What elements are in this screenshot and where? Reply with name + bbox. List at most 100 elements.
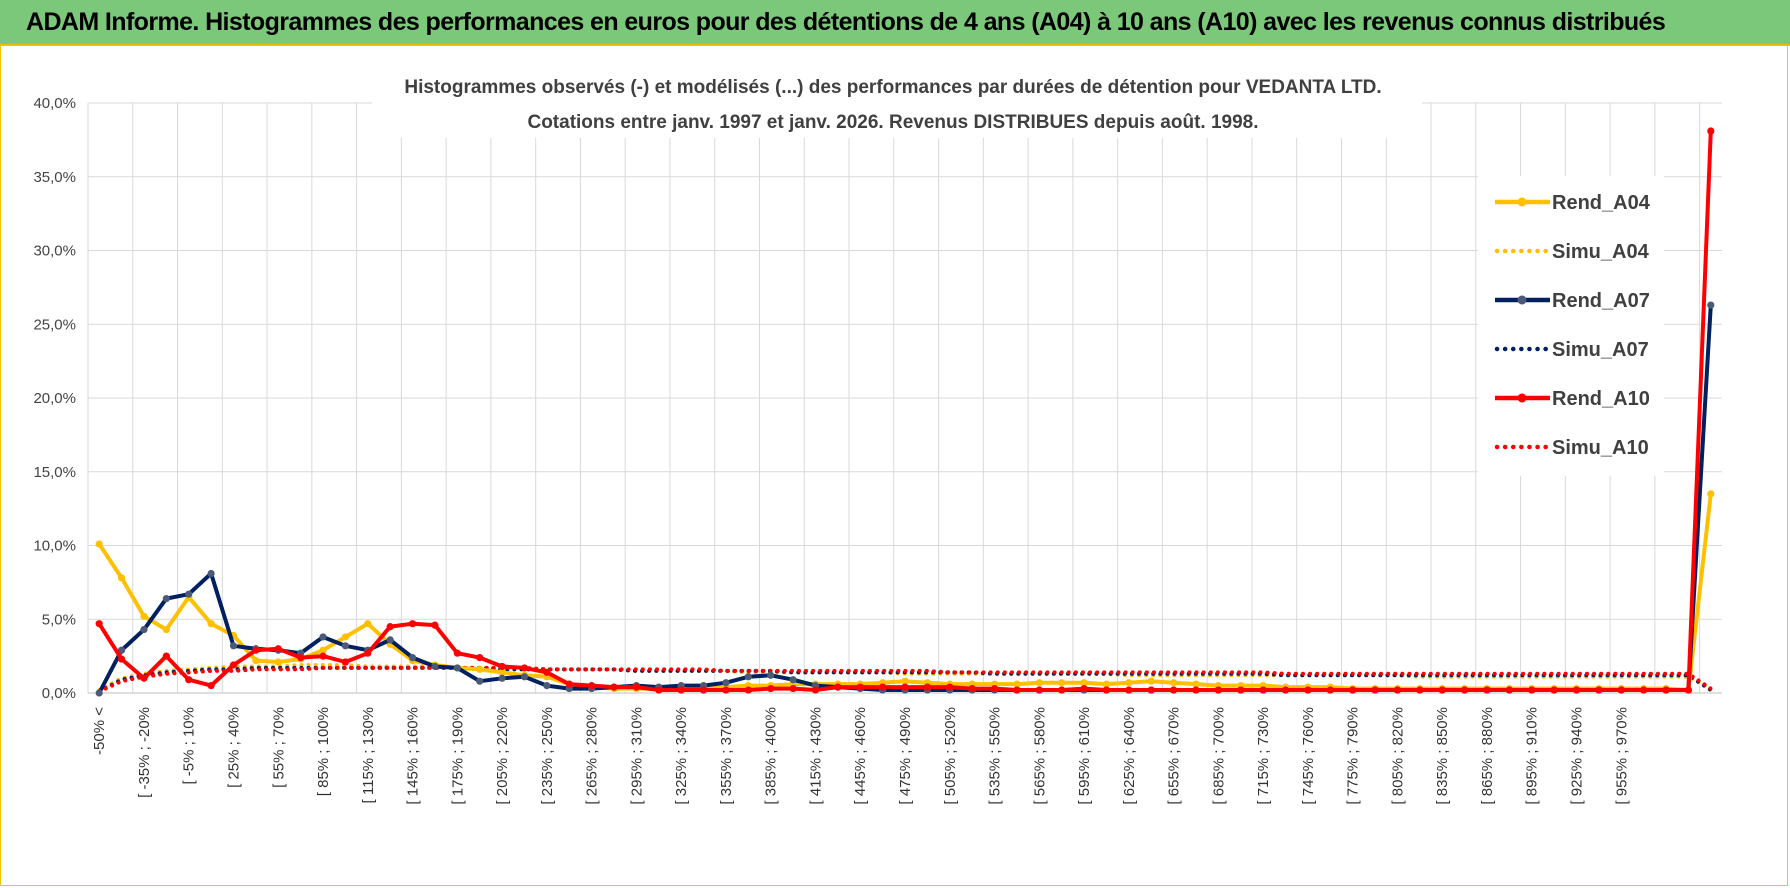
- data-point: [1170, 679, 1178, 687]
- data-point: [789, 676, 797, 684]
- data-point: [476, 654, 484, 662]
- data-point: [341, 642, 350, 650]
- data-point: [677, 686, 685, 694]
- chart-title: Histogrammes observés (-) et modélisés (…: [404, 77, 1381, 98]
- x-tick-label: [ 415% ; 430%: [807, 707, 824, 805]
- x-tick-label: [ 835% ; 850%: [1434, 707, 1451, 805]
- data-point: [1505, 686, 1513, 694]
- data-point: [1662, 686, 1670, 694]
- x-tick-label: [ 355% ; 370%: [718, 707, 735, 805]
- data-point: [162, 625, 170, 634]
- legend-item: Rend_A07: [1495, 290, 1650, 312]
- data-point: [968, 684, 976, 693]
- data-point: [632, 683, 640, 691]
- y-tick-label: 40,0%: [33, 95, 76, 112]
- data-point: [610, 683, 618, 691]
- data-point: [319, 646, 327, 654]
- x-tick-label: [ 925% ; 940%: [1569, 707, 1586, 805]
- x-tick-label: [ 865% ; 880%: [1479, 707, 1496, 805]
- data-point: [229, 661, 238, 669]
- data-point: [185, 590, 193, 598]
- data-point: [520, 673, 529, 681]
- data-point: [1528, 686, 1536, 694]
- chart-subtitle: Cotations entre janv. 1997 et janv. 2026…: [527, 112, 1258, 133]
- data-point: [274, 645, 282, 653]
- data-point: [207, 682, 215, 690]
- data-point: [879, 683, 887, 691]
- data-point: [1102, 686, 1111, 694]
- data-point: [1102, 680, 1111, 688]
- data-point: [1013, 680, 1021, 688]
- x-tick-label: [ 385% ; 400%: [763, 707, 780, 805]
- x-tick-label: [ 205% ; 220%: [494, 707, 511, 805]
- data-point: [1147, 686, 1155, 694]
- data-point: [834, 683, 842, 691]
- x-tick-label: [ 955% ; 970%: [1613, 707, 1630, 805]
- data-point: [1080, 684, 1088, 693]
- data-point: [140, 674, 148, 682]
- data-point: [588, 682, 596, 690]
- data-point: [453, 664, 461, 672]
- series-rend-a10: [95, 127, 1715, 694]
- y-axis: 0,0% 5,0% 10,0% 15,0% 20,0% 25,0% 30,0% 35,0% 40…: [33, 95, 76, 702]
- data-point: [319, 652, 327, 660]
- data-point: [364, 649, 372, 657]
- data-point: [117, 655, 126, 663]
- data-point: [1192, 686, 1200, 694]
- data-point: [431, 621, 439, 629]
- y-tick-label: 0,0%: [42, 685, 76, 702]
- series-line: [97, 304, 1713, 694]
- data-point: [1393, 686, 1402, 694]
- y-tick-label: 5,0%: [42, 611, 76, 628]
- data-point: [1080, 679, 1088, 687]
- x-tick-label: [ 235% ; 250%: [539, 707, 556, 805]
- x-tick-label: [ 445% ; 460%: [852, 707, 869, 805]
- data-point: [1707, 490, 1715, 498]
- x-tick-label: [ 175% ; 190%: [449, 707, 466, 805]
- y-tick-label: 15,0%: [33, 464, 76, 481]
- x-tick-label: [ 25% ; 40%: [225, 707, 242, 788]
- x-tick-label: [ 55% ; 70%: [270, 707, 287, 788]
- data-point: [722, 686, 730, 694]
- data-point: [341, 633, 350, 641]
- data-point: [207, 569, 215, 578]
- x-tick-label: [ -35% ; -20%: [136, 707, 153, 798]
- data-point: [117, 574, 126, 582]
- grid: [87, 102, 1722, 694]
- x-axis: -50% < [ -35% ; -20% [ -5% ; 10% [ 25% ; 40…: [91, 707, 1630, 805]
- data-point: [140, 625, 148, 634]
- data-point: [207, 620, 215, 628]
- x-tick-label: [ 475% ; 490%: [897, 707, 914, 805]
- data-point: [1125, 686, 1133, 694]
- data-point: [341, 658, 350, 666]
- data-point: [1013, 686, 1021, 694]
- legend-item: Simu_A10: [1494, 437, 1649, 459]
- y-tick-label: 30,0%: [33, 243, 76, 260]
- x-tick-label: [ 805% ; 820%: [1389, 707, 1406, 805]
- data-point: [901, 677, 909, 685]
- data-point: [923, 683, 931, 691]
- data-point: [767, 684, 775, 693]
- data-point: [408, 620, 417, 628]
- legend-item: Rend_A10: [1495, 388, 1650, 410]
- data-point: [95, 540, 103, 548]
- x-tick-label: [ 535% ; 550%: [987, 707, 1004, 805]
- x-tick-label: [ 745% ; 760%: [1300, 707, 1317, 805]
- data-point: [95, 620, 103, 628]
- data-point: [408, 654, 417, 662]
- data-point: [744, 673, 752, 681]
- data-point: [1214, 686, 1222, 694]
- x-tick-label: [ 715% ; 730%: [1255, 707, 1272, 805]
- data-point: [1259, 686, 1267, 694]
- x-tick-label: [ 295% ; 310%: [628, 707, 645, 805]
- data-point: [364, 620, 372, 628]
- legend-label: Simu_A07: [1552, 339, 1649, 361]
- series-line: [97, 130, 1713, 692]
- x-tick-label: [ 325% ; 340%: [673, 707, 690, 805]
- data-point: [1125, 679, 1133, 687]
- data-point: [856, 683, 864, 691]
- y-tick-label: 10,0%: [33, 538, 76, 555]
- legend-label: Rend_A04: [1552, 192, 1651, 214]
- data-point: [229, 642, 238, 650]
